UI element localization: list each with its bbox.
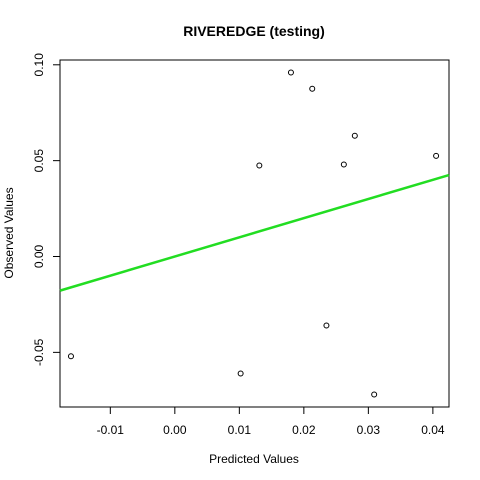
data-point (256, 162, 263, 169)
y-tick-label: 0.05 (32, 149, 46, 173)
data-point (340, 161, 347, 168)
fit-line (59, 173, 450, 292)
data-point (67, 353, 74, 360)
data-point (323, 322, 330, 329)
points-layer (67, 69, 440, 398)
chart-title: RIVEREDGE (testing) (183, 23, 325, 39)
x-axis: -0.01 0.00 0.01 0.02 0.03 0.04 (97, 406, 445, 437)
data-point (287, 69, 294, 76)
y-axis: -0.05 0.00 0.05 0.10 (32, 53, 61, 366)
y-tick-label: -0.05 (32, 338, 46, 366)
y-axis-title: Observed Values (2, 187, 16, 278)
x-tick-label: 0.03 (357, 423, 381, 437)
data-point (371, 391, 378, 398)
data-point (309, 85, 316, 92)
data-point (237, 370, 244, 377)
data-point (351, 132, 358, 139)
y-tick-label: 0.00 (32, 245, 46, 269)
x-tick-label: 0.04 (421, 423, 445, 437)
x-tick-label: 0.01 (228, 423, 252, 437)
fit-line-layer (59, 173, 450, 292)
y-tick-label: 0.10 (32, 53, 46, 77)
x-tick-label: -0.01 (97, 423, 125, 437)
x-tick-label: 0.02 (292, 423, 316, 437)
data-point (433, 152, 440, 159)
x-tick-label: 0.00 (163, 423, 187, 437)
x-axis-title: Predicted Values (209, 452, 299, 466)
